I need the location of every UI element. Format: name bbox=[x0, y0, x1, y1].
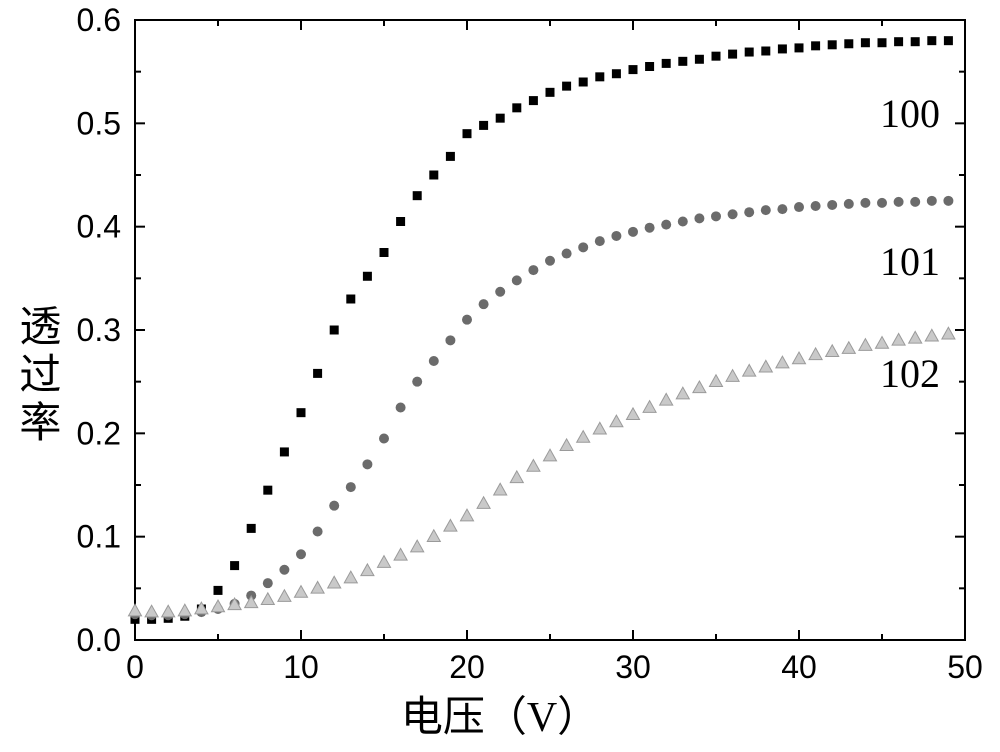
svg-text:0.2: 0.2 bbox=[77, 415, 121, 451]
x-axis-label: 电压（V） bbox=[401, 683, 599, 744]
svg-text:20: 20 bbox=[449, 649, 485, 685]
svg-text:0.6: 0.6 bbox=[77, 2, 121, 38]
svg-text:0.4: 0.4 bbox=[77, 209, 121, 245]
svg-text:0.3: 0.3 bbox=[77, 312, 121, 348]
y-axis-label: 透过率 bbox=[6, 304, 67, 448]
svg-text:0.5: 0.5 bbox=[77, 105, 121, 141]
svg-text:0: 0 bbox=[126, 649, 144, 685]
series-label-102: 102 bbox=[880, 350, 940, 397]
svg-text:0.1: 0.1 bbox=[77, 519, 121, 555]
chart-svg: 0 10 20 30 40 50 0.0 0.1 0.2 0.3 0.4 0.5 0.6 bbox=[0, 0, 1000, 752]
series-label-100: 100 bbox=[880, 90, 940, 137]
svg-text:10: 10 bbox=[283, 649, 319, 685]
series-label-101: 101 bbox=[880, 238, 940, 285]
svg-text:0.0: 0.0 bbox=[77, 622, 121, 658]
svg-text:40: 40 bbox=[781, 649, 817, 685]
svg-text:30: 30 bbox=[615, 649, 651, 685]
chart-container: 0 10 20 30 40 50 0.0 0.1 0.2 0.3 0.4 0.5 0.6 透过率 电压（… bbox=[0, 0, 1000, 752]
svg-text:50: 50 bbox=[947, 649, 983, 685]
